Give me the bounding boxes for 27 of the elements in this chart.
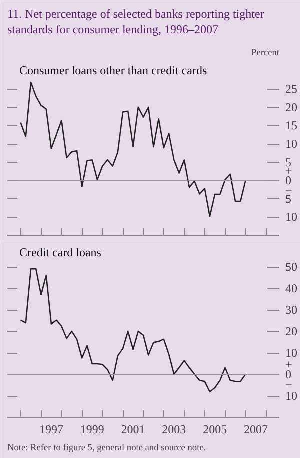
series-label: Consumer loans other than credit cards	[20, 64, 208, 78]
series-label: Credit card loans	[20, 246, 102, 260]
y-tick-label: 10	[286, 210, 298, 224]
text: Note: Refer to figure 5, general note and source note.	[8, 444, 206, 454]
y-tick-label: 25	[286, 82, 298, 96]
x-tick-label: 2001	[121, 422, 146, 436]
y-tick-label: 15	[286, 118, 298, 133]
text: Percent	[252, 48, 280, 58]
y-tick-label: 50	[286, 260, 298, 274]
x-tick-label: 2005	[203, 422, 228, 436]
x-tick-label: 2003	[162, 422, 186, 436]
y-tick-label: + 0 −	[286, 358, 292, 392]
y-tick-label: 10	[286, 137, 298, 152]
line-series	[20, 268, 246, 393]
y-tick-label: 20	[286, 100, 298, 114]
x-tick-label: 1999	[80, 422, 104, 436]
y-tick-label: 5	[286, 192, 292, 206]
y-tick-label: 10	[286, 389, 298, 403]
y-tick-label: 20	[286, 324, 298, 338]
chart-title: 11. Net percentage of selected banks reporting tighter standards for consumer lending, 1996–2007	[8, 7, 264, 36]
y-tick-label: 10	[286, 346, 298, 360]
y-tick-label: 30	[286, 303, 298, 317]
line-series	[20, 82, 246, 218]
x-tick-label: 1997	[39, 422, 64, 436]
y-tick-label: 5	[286, 155, 292, 170]
x-tick-label: 2007	[244, 422, 268, 436]
y-tick-label: 40	[286, 282, 298, 296]
